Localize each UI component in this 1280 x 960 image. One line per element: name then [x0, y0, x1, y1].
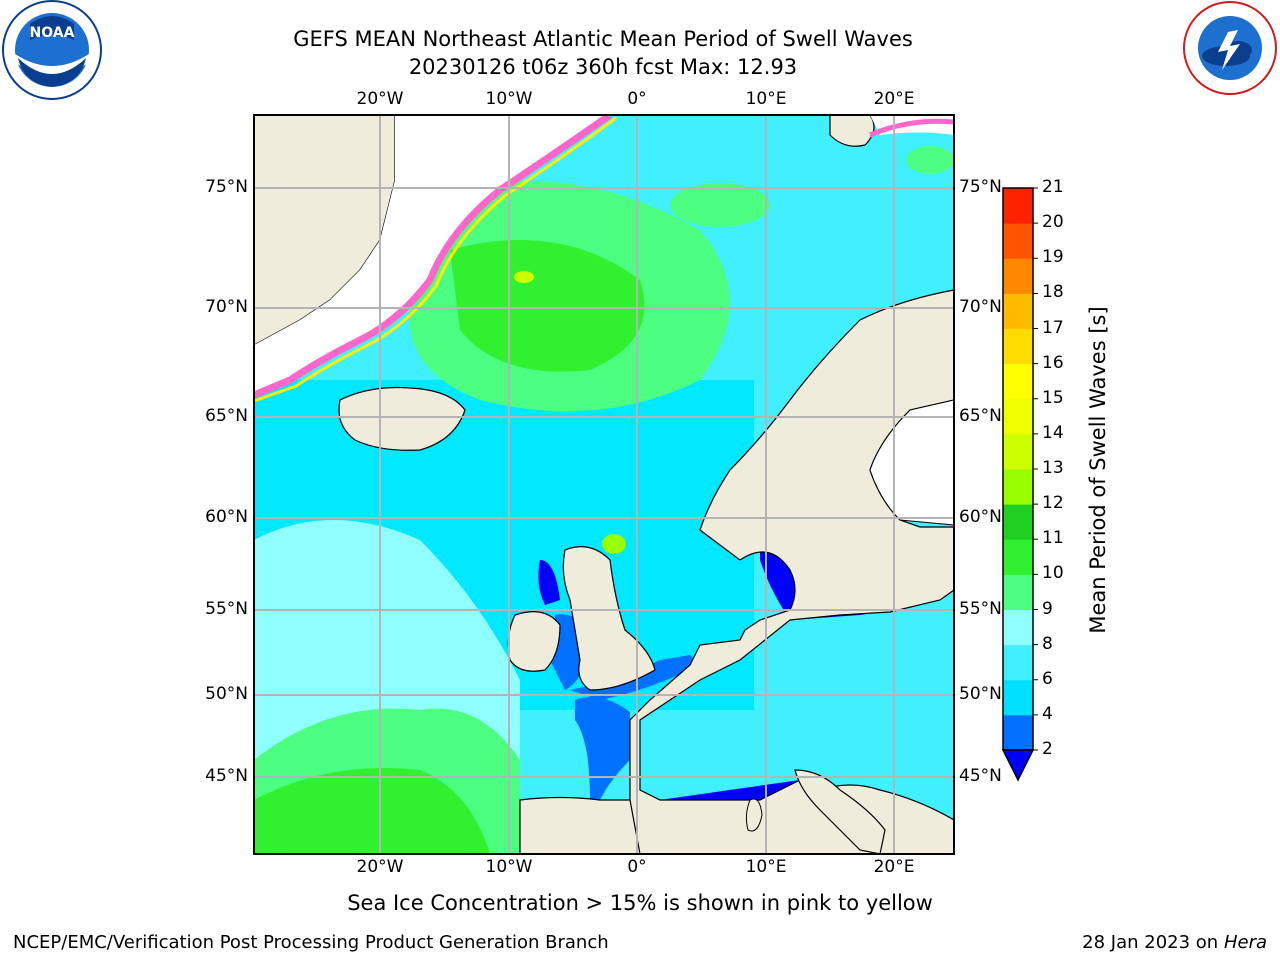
- footer-credit: NCEP/EMC/Verification Post Processing Pr…: [13, 932, 609, 953]
- colorbar-tick-label: 6: [1042, 668, 1053, 689]
- noaa-logo-text: NOAA: [30, 25, 75, 41]
- lat-label-left-45n: 45°N: [205, 766, 248, 786]
- chart-title: GEFS MEAN Northeast Atlantic Mean Period…: [293, 27, 913, 51]
- colorbar-segment: [1003, 433, 1033, 470]
- noaa-logo: NOAA: [2, 0, 102, 100]
- lon-label-bottom-20w: 20°W: [356, 857, 404, 877]
- colorbar-segment: [1003, 714, 1033, 751]
- colorbar-tick-label: 20: [1042, 212, 1064, 233]
- land-iberia: [519, 796, 641, 854]
- colorbar-segment: [1003, 469, 1033, 505]
- colorbar-segment: [1003, 328, 1033, 365]
- colorbar: [1001, 187, 1038, 782]
- chart-subtitle: 20230126 t06z 360h fcst Max: 12.93: [408, 55, 798, 79]
- colorbar-tick-label: 4: [1042, 703, 1053, 724]
- land-great-britain: [562, 546, 656, 691]
- sea-ice-edge-yellow: [254, 116, 617, 403]
- swell-field-norwegian-core: [450, 240, 645, 372]
- lat-label-right-45n: 45°N: [959, 766, 1002, 786]
- lat-label-left-65n: 65°N: [205, 406, 248, 426]
- land-italy: [794, 769, 886, 854]
- colorbar-segment: [1003, 363, 1033, 400]
- lat-label-right-50n: 50°N: [959, 684, 1002, 704]
- colorbar-tick-label: 18: [1042, 282, 1064, 303]
- lon-label-top-20w: 20°W: [356, 89, 404, 109]
- land-iceland: [338, 386, 466, 451]
- nws-logo: [1183, 1, 1277, 95]
- colorbar-label: Mean Period of Swell Waves [s]: [1086, 306, 1110, 634]
- colorbar-segment: [1003, 574, 1033, 610]
- lon-label-top-10w: 10°W: [485, 89, 533, 109]
- colorbar-segment: [1003, 679, 1033, 716]
- colorbar-tick-label: 16: [1042, 352, 1064, 373]
- sea-ice-caption: Sea Ice Concentration > 15% is shown in …: [347, 891, 933, 915]
- colorbar-tick-label: 19: [1042, 247, 1064, 268]
- lat-label-left-55n: 55°N: [205, 599, 248, 619]
- swell-spot-north-sea: [602, 534, 626, 554]
- land-corsica-sardinia: [745, 798, 763, 832]
- colorbar-tick-label: 21: [1042, 177, 1064, 197]
- colorbar-segment: [1003, 609, 1033, 646]
- swell-spot-barents: [906, 146, 954, 174]
- colorbar-tick-label: 8: [1042, 633, 1053, 654]
- low-period-biscay: [575, 696, 630, 800]
- lon-label-bottom-20e: 20°E: [873, 857, 915, 877]
- lat-label-left-50n: 50°N: [205, 684, 248, 704]
- sea-ice-greenland: [254, 115, 610, 395]
- lon-label-bottom-10w: 10°W: [485, 857, 533, 877]
- colorbar-tick-label: 14: [1042, 422, 1064, 443]
- lon-label-top-20e: 20°E: [873, 89, 915, 109]
- map-frame: [253, 114, 955, 855]
- colorbar-segment: [1003, 644, 1033, 681]
- land-svalbard: [829, 115, 875, 147]
- lon-label-bottom-0: 0°: [627, 857, 647, 877]
- colorbar-tick-label: 2: [1042, 739, 1053, 759]
- colorbar-tick-label: 17: [1042, 317, 1064, 338]
- lat-label-right-55n: 55°N: [959, 599, 1002, 619]
- footer-date: 28 Jan 2023 on Hera: [1082, 932, 1267, 953]
- sea-ice-edge: [254, 115, 613, 399]
- lat-label-right-70n: 70°N: [959, 297, 1002, 317]
- colorbar-segment: [1003, 223, 1033, 259]
- swell-max-spot: [514, 271, 534, 283]
- colorbar-segment: [1003, 188, 1033, 224]
- lat-label-right-60n: 60°N: [959, 507, 1002, 527]
- colorbar-segment: [1003, 539, 1033, 575]
- colorbar-segment: [1003, 293, 1033, 329]
- lat-label-left-75n: 75°N: [205, 177, 248, 197]
- graticule: [254, 115, 954, 854]
- lat-label-right-65n: 65°N: [959, 406, 1002, 426]
- lon-label-top-0: 0°: [627, 89, 647, 109]
- colorbar-tick-label: 12: [1042, 493, 1064, 514]
- colorbar-tick-label: 15: [1042, 387, 1064, 408]
- colorbar-segment: [1003, 504, 1033, 540]
- colorbar-tick-label: 13: [1042, 458, 1064, 478]
- swell-field-north: [670, 183, 770, 227]
- lon-label-top-10e: 10°E: [745, 89, 787, 109]
- colorbar-segment: [1003, 258, 1033, 294]
- swell-field-south-core: [254, 768, 490, 854]
- colorbar-segment: [1003, 398, 1033, 435]
- lat-label-right-75n: 75°N: [959, 177, 1002, 197]
- footer-date-text: 28 Jan 2023 on: [1082, 932, 1224, 953]
- colorbar-tick-label: 9: [1042, 598, 1053, 619]
- colorbar-tick-label: 10: [1042, 563, 1064, 584]
- lon-label-bottom-10e: 10°E: [745, 857, 787, 877]
- lat-label-left-70n: 70°N: [205, 297, 248, 317]
- snow-cover-finland: [869, 399, 954, 526]
- sea-ice-svalbard-edge: [869, 118, 954, 138]
- colorbar-extend-arrow: [1001, 749, 1035, 782]
- low-period-west-scotland: [538, 560, 560, 605]
- colorbar-tick-label: 11: [1042, 528, 1064, 549]
- footer-host: Hera: [1223, 932, 1267, 953]
- lat-label-left-60n: 60°N: [205, 507, 248, 527]
